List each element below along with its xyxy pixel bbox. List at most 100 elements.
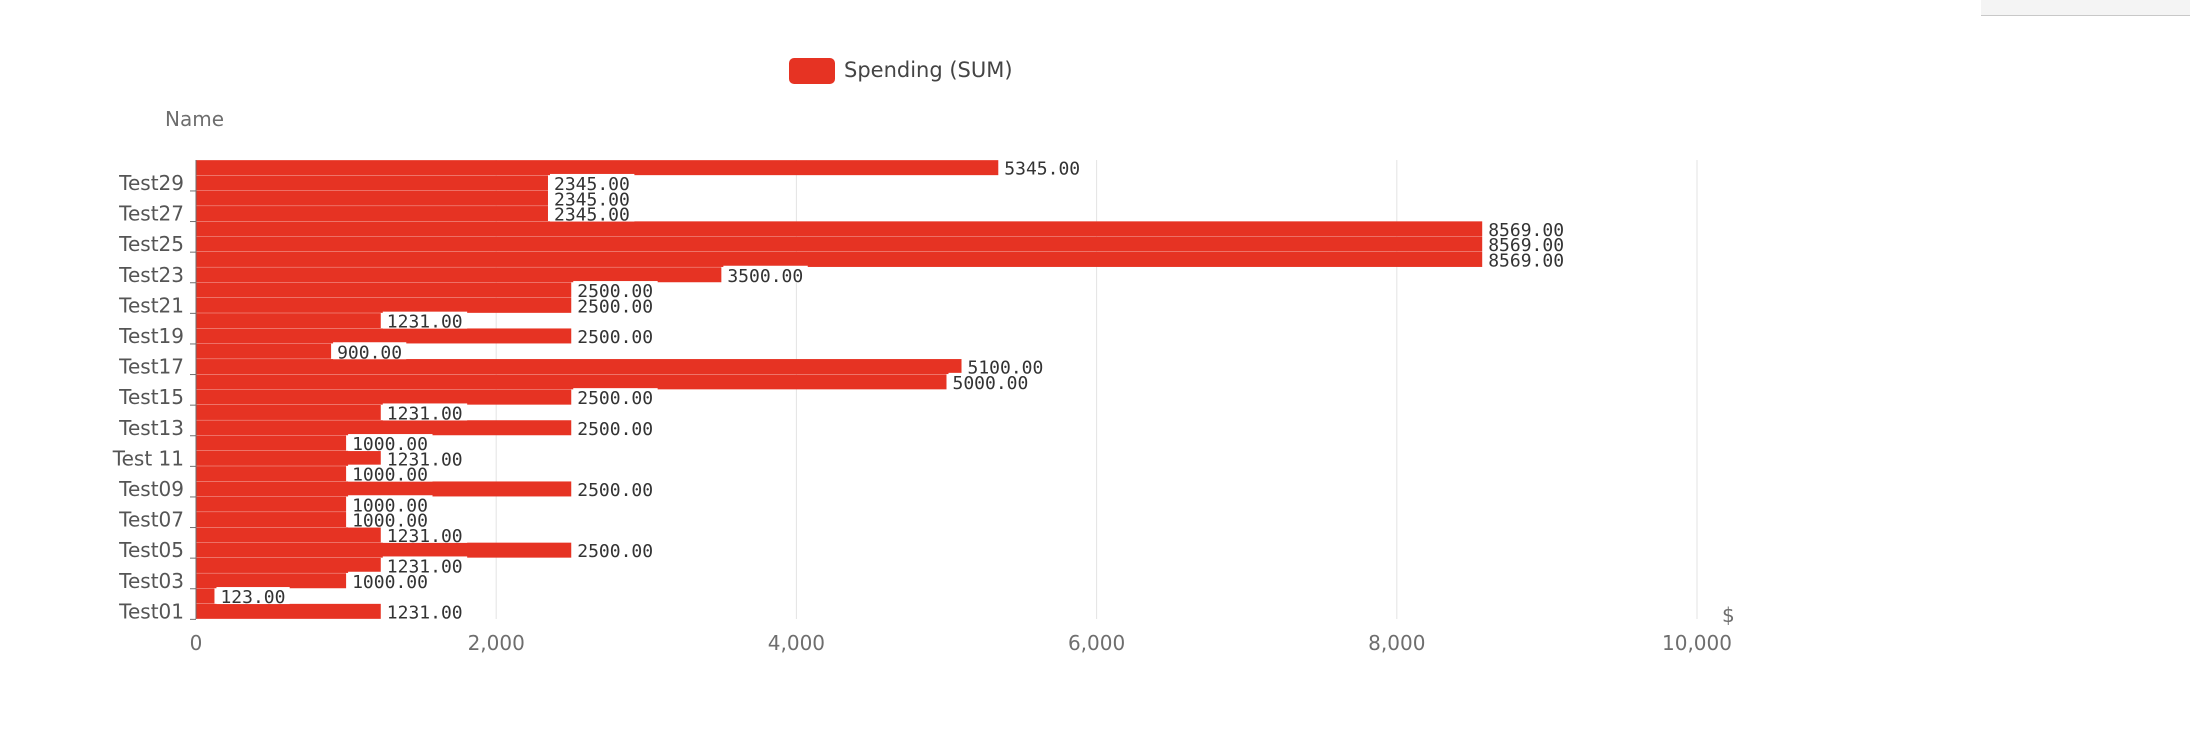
bar-value-label: 2500.00 — [577, 541, 653, 562]
y-category-label: Test21 — [118, 293, 184, 317]
bar-value-label: 2500.00 — [577, 281, 653, 302]
bar-value-label-bg — [549, 189, 635, 207]
y-category-label: Test09 — [118, 477, 184, 501]
bar — [196, 236, 1483, 252]
bar — [196, 160, 999, 176]
bar — [196, 251, 1483, 267]
bar-value-label-bg — [573, 281, 658, 299]
gridlines — [495, 160, 1698, 619]
bar-value-label-bg — [573, 296, 658, 314]
bar-value-label: 2345.00 — [554, 174, 630, 195]
bar-value-label: 1000.00 — [352, 495, 428, 516]
bar-value-label: 1231.00 — [387, 312, 463, 333]
y-category-label: Test27 — [118, 202, 184, 226]
bar-value-label: 3500.00 — [727, 266, 803, 287]
bar — [196, 328, 572, 344]
bar-value-label-bg — [216, 587, 290, 605]
bar-value-label: 2345.00 — [554, 189, 630, 210]
bar — [196, 481, 572, 497]
bar — [196, 190, 548, 206]
bar-value-label-bg — [549, 173, 635, 191]
x-tick-label: 10,000 — [1662, 631, 1732, 655]
y-category-label: Test01 — [118, 599, 184, 623]
bar-value-label-bg — [382, 525, 468, 543]
bar-value-label-bg — [723, 265, 808, 283]
bar-value-label: 2500.00 — [577, 419, 653, 440]
x-tick-label: 0 — [190, 631, 203, 655]
y-category-label: Test13 — [118, 416, 184, 440]
x-axis-title: $ — [1722, 603, 1735, 627]
legend-swatch[interactable] — [789, 58, 835, 84]
bar — [196, 206, 548, 222]
bar-value-label-bg — [382, 311, 468, 329]
x-axis-tick-labels: 0 2,000 4,000 6,000 8,000 10,000 — [190, 631, 1732, 655]
bar-value-label-bg — [1484, 219, 1569, 237]
y-category-label: Test15 — [118, 385, 184, 409]
y-category-label: Test19 — [118, 324, 184, 348]
bar — [196, 359, 962, 375]
y-category-label: Test29 — [118, 171, 184, 195]
bar — [196, 374, 947, 390]
bar-value-label-bg — [573, 541, 658, 559]
bar-value-label-bg — [348, 434, 433, 452]
bar-value-label-bg — [382, 403, 468, 421]
legend-label: Spending (SUM) — [844, 58, 1013, 82]
bar — [196, 404, 381, 420]
bar-value-label-bg — [549, 204, 635, 222]
bar-value-label-bg — [348, 495, 433, 513]
bar-value-label-bg — [1484, 250, 1569, 268]
bars — [196, 160, 1483, 619]
bar — [196, 450, 381, 466]
bar — [196, 297, 572, 313]
bar-value-label: 8569.00 — [1488, 235, 1564, 256]
bar — [196, 557, 381, 573]
bar-value-label: 1231.00 — [387, 449, 463, 470]
bar — [196, 221, 1483, 237]
bar — [196, 466, 347, 482]
bar-value-label: 2500.00 — [577, 480, 653, 501]
chart-legend[interactable]: Spending (SUM) — [789, 58, 1013, 84]
bar-value-label: 1231.00 — [387, 526, 463, 547]
bar — [196, 435, 347, 451]
bar-value-label: 1000.00 — [352, 572, 428, 593]
bar — [196, 267, 722, 283]
bar-value-label: 123.00 — [220, 587, 285, 608]
bar-value-labels: 1231.00123.001000.001231.002500.001231.0… — [216, 158, 1569, 623]
bar-value-label: 900.00 — [337, 342, 402, 363]
bar — [196, 496, 347, 512]
bar-value-label: 2500.00 — [577, 388, 653, 409]
y-category-label: Test03 — [118, 569, 184, 593]
bar-value-label-bg — [1000, 158, 1085, 176]
bar-value-label: 5000.00 — [953, 373, 1029, 394]
bar-value-label: 1000.00 — [352, 511, 428, 532]
bar-value-label: 8569.00 — [1488, 220, 1564, 241]
bar-value-label: 5100.00 — [968, 358, 1044, 379]
bar-value-label-bg — [573, 479, 658, 497]
y-axis-title: Name — [165, 107, 224, 131]
y-axis: Test01 Test03 Test05 Test07 Test09 Test 11 Tes… — [112, 160, 197, 623]
bar-value-label-bg — [573, 418, 658, 436]
y-category-label: Test05 — [118, 538, 184, 562]
bar-value-label: 2500.00 — [577, 296, 653, 317]
bar-value-label-bg — [382, 449, 468, 467]
bar-value-label: 1000.00 — [352, 434, 428, 455]
bar-value-label-bg — [1484, 235, 1569, 253]
top-right-scrollbar[interactable] — [1981, 0, 2190, 16]
bar-value-label-bg — [573, 388, 658, 406]
y-category-label: Test25 — [118, 232, 184, 256]
bar-value-label-bg — [348, 571, 433, 589]
bar-value-label-bg — [333, 342, 407, 360]
bar — [196, 282, 572, 298]
bar-value-label: 8569.00 — [1488, 250, 1564, 271]
bar-value-label-bg — [348, 510, 433, 528]
bar — [196, 313, 381, 329]
bar-value-label-bg — [573, 326, 658, 344]
bar — [196, 588, 215, 604]
y-category-label: Test 11 — [112, 446, 184, 470]
bar-value-label: 1000.00 — [352, 465, 428, 486]
x-tick-label: 4,000 — [768, 631, 825, 655]
bar-value-label-bg — [948, 372, 1033, 390]
bar-value-label: 1231.00 — [387, 403, 463, 424]
bar — [196, 603, 381, 619]
